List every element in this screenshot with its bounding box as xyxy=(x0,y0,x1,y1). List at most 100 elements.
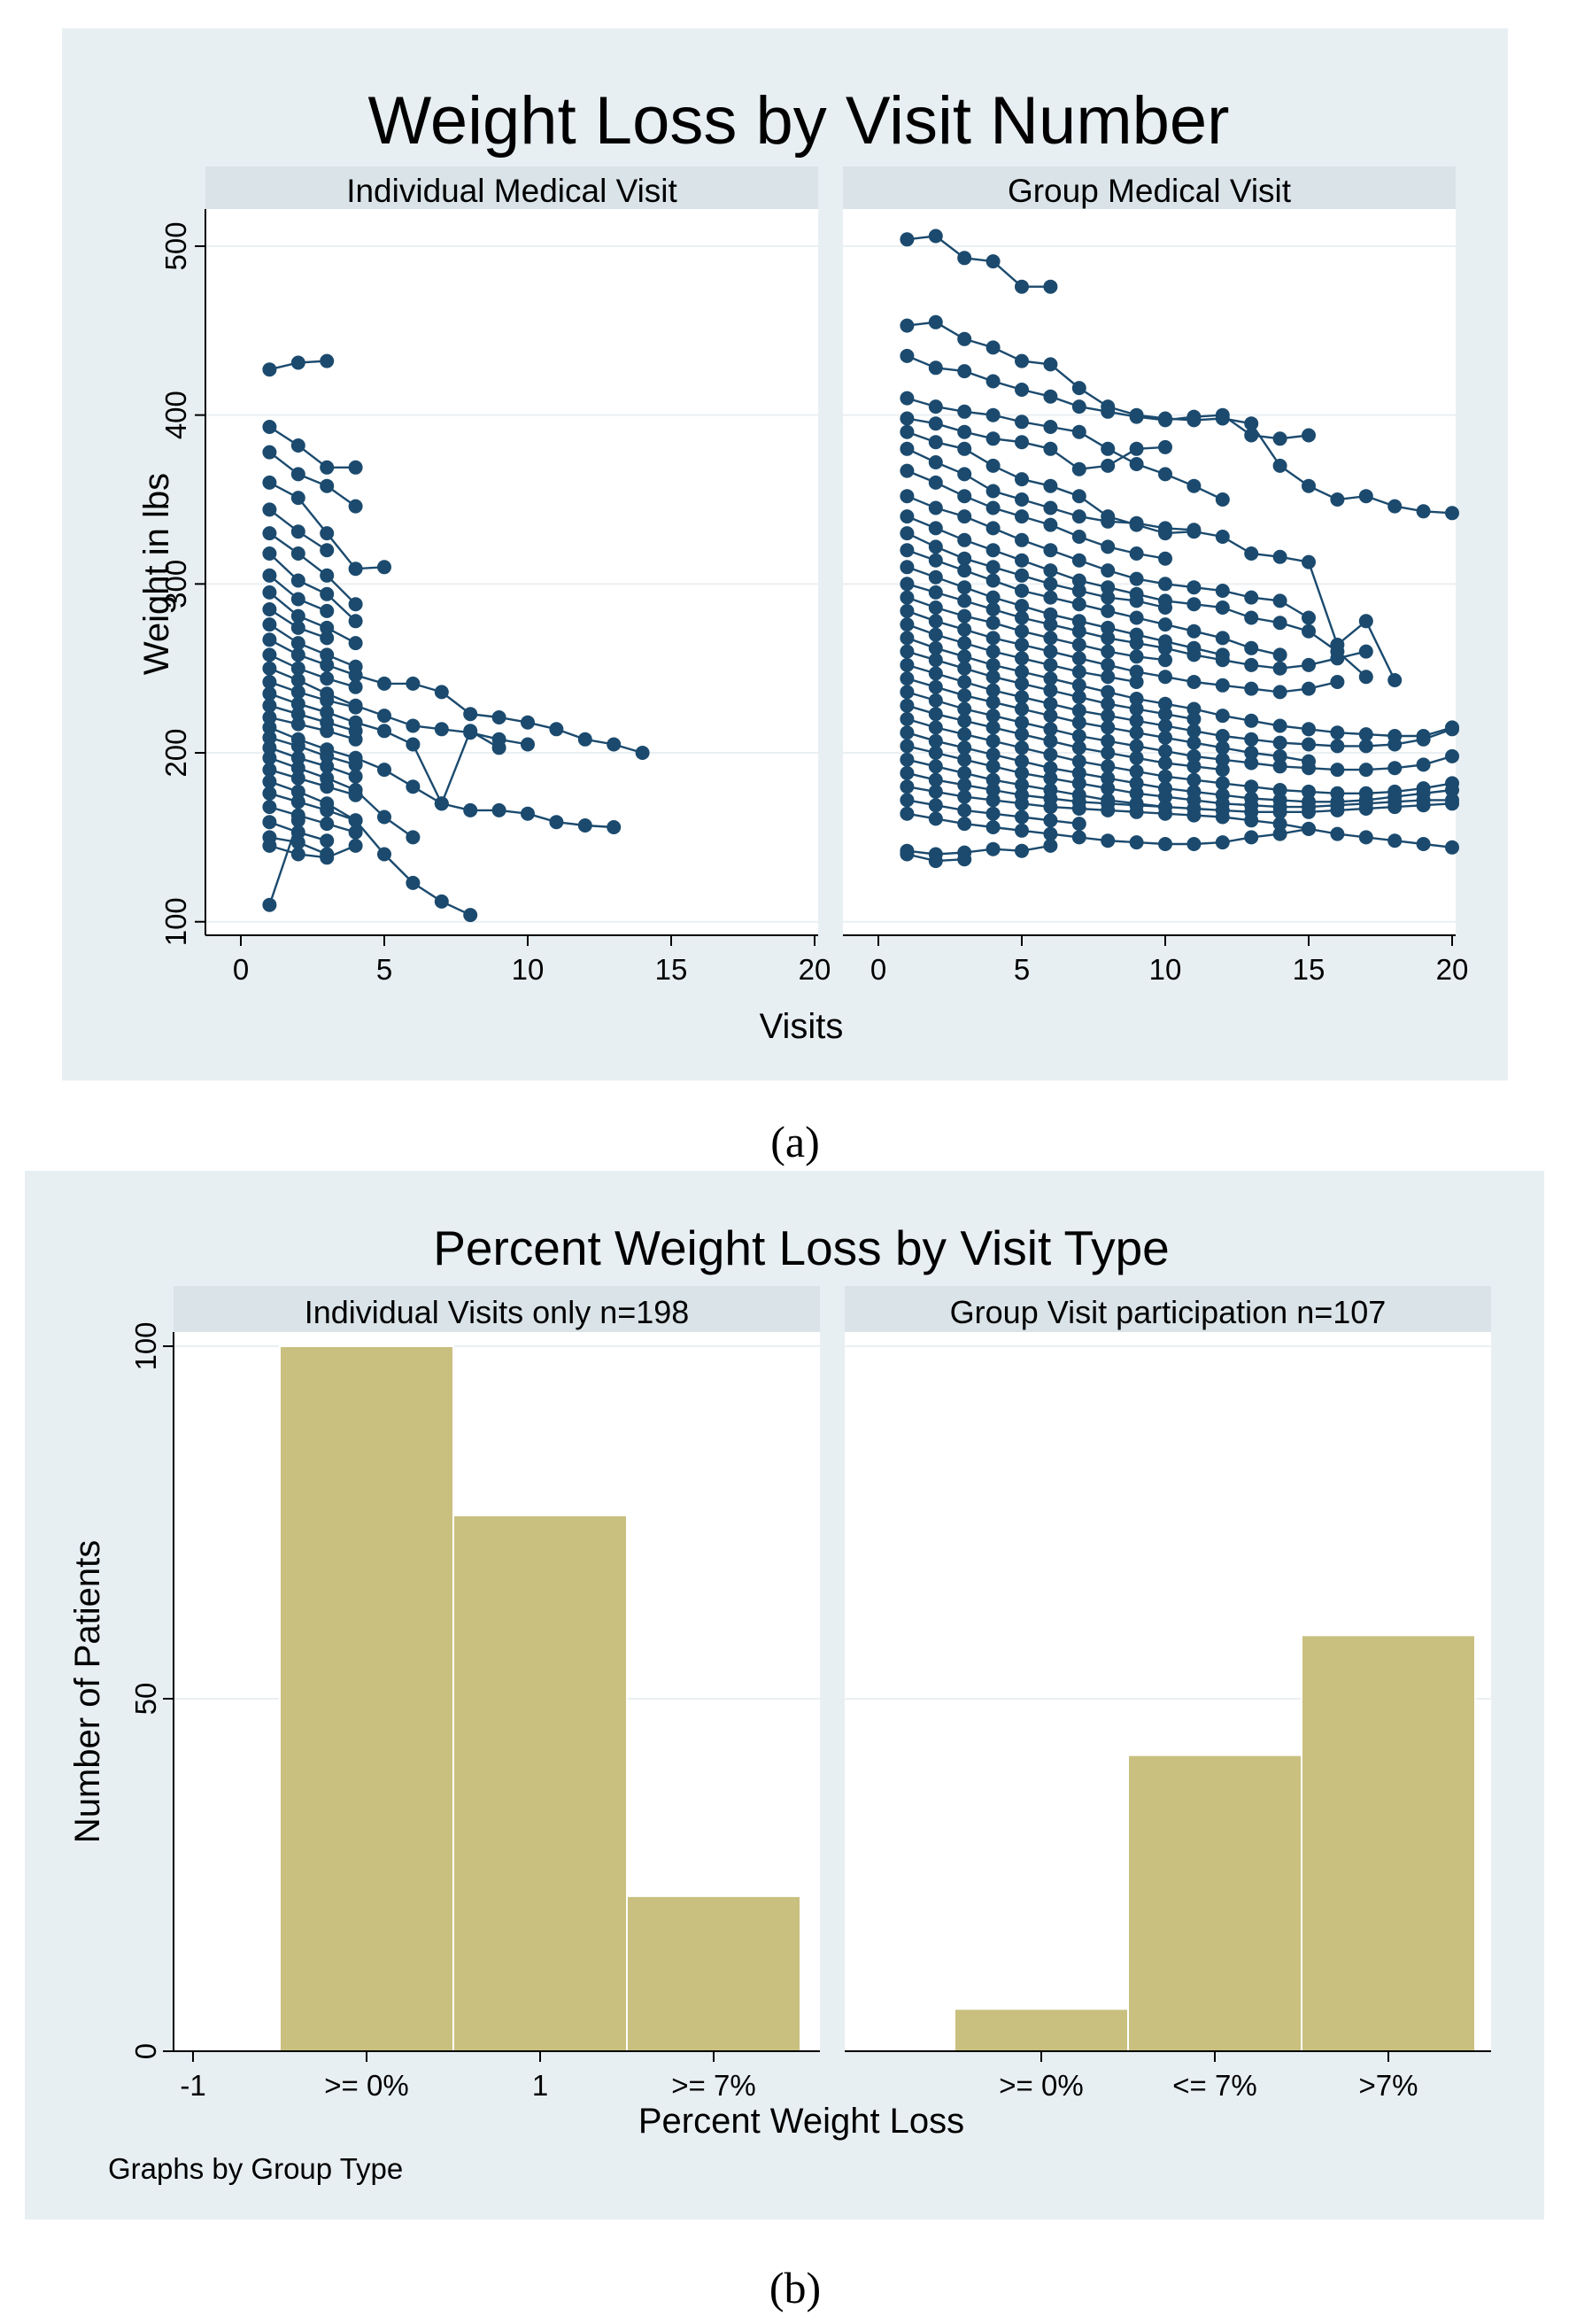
data-point xyxy=(1129,739,1144,754)
data-point xyxy=(1186,675,1202,689)
data-point xyxy=(1387,800,1403,815)
data-point xyxy=(985,500,1001,515)
data-point xyxy=(985,616,1001,631)
data-point xyxy=(1015,435,1029,450)
series-18 xyxy=(262,710,363,747)
data-point xyxy=(1043,357,1058,372)
data-point xyxy=(348,636,363,651)
data-point xyxy=(290,696,305,711)
data-point xyxy=(1302,624,1316,639)
series-6 xyxy=(262,526,363,612)
data-point xyxy=(290,608,305,624)
series-10 xyxy=(262,602,335,646)
y-ticks-b: 0 50 100 xyxy=(129,1321,174,2059)
data-point xyxy=(1215,776,1230,791)
x-tick-label: >= 0% xyxy=(324,2069,408,2102)
data-point xyxy=(290,524,305,539)
data-point xyxy=(377,560,391,575)
data-point xyxy=(348,700,363,715)
data-point xyxy=(1015,584,1029,598)
x-tick-label: 0 xyxy=(233,953,249,986)
series-17 xyxy=(900,617,1144,689)
x-tick-label: 15 xyxy=(655,953,688,986)
data-point xyxy=(1015,509,1029,524)
data-point xyxy=(985,793,1001,808)
data-point xyxy=(1129,764,1144,779)
data-point xyxy=(1244,416,1259,431)
data-point xyxy=(957,580,972,595)
data-point xyxy=(928,854,943,869)
data-point xyxy=(1043,657,1058,672)
data-point xyxy=(1129,786,1144,801)
data-point xyxy=(957,713,972,728)
data-point xyxy=(1358,644,1373,659)
data-point xyxy=(928,314,943,329)
x-ticks-individual-b: -1 >= 0% 1 >= 7% xyxy=(180,2051,756,2102)
data-point xyxy=(1015,810,1029,825)
data-point xyxy=(262,686,277,701)
data-point xyxy=(290,707,305,722)
data-point xyxy=(290,573,305,588)
series-line xyxy=(268,819,299,906)
data-point xyxy=(928,553,943,568)
data-point xyxy=(1071,573,1086,588)
data-point xyxy=(1302,657,1316,672)
data-point xyxy=(406,875,421,890)
data-point xyxy=(985,340,1001,355)
data-point xyxy=(1272,431,1287,446)
series-15 xyxy=(262,675,363,715)
data-point xyxy=(928,666,943,681)
data-point xyxy=(985,657,1001,672)
series-11 xyxy=(262,617,363,674)
data-point xyxy=(1015,701,1029,717)
data-point xyxy=(406,779,421,794)
data-point xyxy=(320,671,335,686)
data-point xyxy=(1015,715,1029,730)
data-point xyxy=(491,802,506,817)
data-point xyxy=(1015,740,1029,755)
data-point xyxy=(900,489,915,504)
data-point xyxy=(957,789,972,804)
data-point xyxy=(985,644,1001,659)
data-point xyxy=(577,732,592,747)
data-point xyxy=(320,526,335,541)
series-line xyxy=(269,792,356,822)
data-point xyxy=(262,617,277,632)
series-7 xyxy=(900,441,1202,538)
data-point xyxy=(1015,843,1029,858)
y-tick-label: 100 xyxy=(129,1321,162,1370)
data-point xyxy=(406,676,421,691)
data-point xyxy=(900,739,915,754)
data-point xyxy=(1158,600,1172,615)
data-point xyxy=(1129,593,1144,608)
data-point xyxy=(900,752,915,767)
data-point xyxy=(900,424,915,439)
data-point xyxy=(1358,739,1373,754)
y-axis-title-a: Weight in lbs xyxy=(137,473,176,675)
data-point xyxy=(1043,441,1058,456)
data-point xyxy=(1215,584,1230,598)
data-point xyxy=(1071,461,1086,476)
data-point xyxy=(348,499,363,514)
data-point xyxy=(290,546,305,561)
data-point xyxy=(1387,737,1403,752)
data-point xyxy=(1043,696,1058,711)
x-axis-title-b: Percent Weight Loss xyxy=(638,2102,964,2141)
data-point xyxy=(900,441,915,456)
data-point xyxy=(1071,381,1086,396)
data-point xyxy=(1215,492,1230,507)
data-point xyxy=(1215,835,1230,850)
data-point xyxy=(1043,813,1058,828)
data-point xyxy=(290,355,305,370)
data-point xyxy=(1101,441,1116,456)
bar xyxy=(279,1345,454,2052)
data-point xyxy=(262,786,277,801)
data-point xyxy=(320,631,335,646)
data-point xyxy=(290,750,305,765)
figure-b: Percent Weight Loss by Visit Type Indivi… xyxy=(25,1171,1544,2219)
series-line xyxy=(906,532,1166,609)
data-point xyxy=(957,817,972,832)
series-line xyxy=(268,667,529,746)
series-9 xyxy=(262,585,363,651)
data-point xyxy=(985,783,1001,797)
